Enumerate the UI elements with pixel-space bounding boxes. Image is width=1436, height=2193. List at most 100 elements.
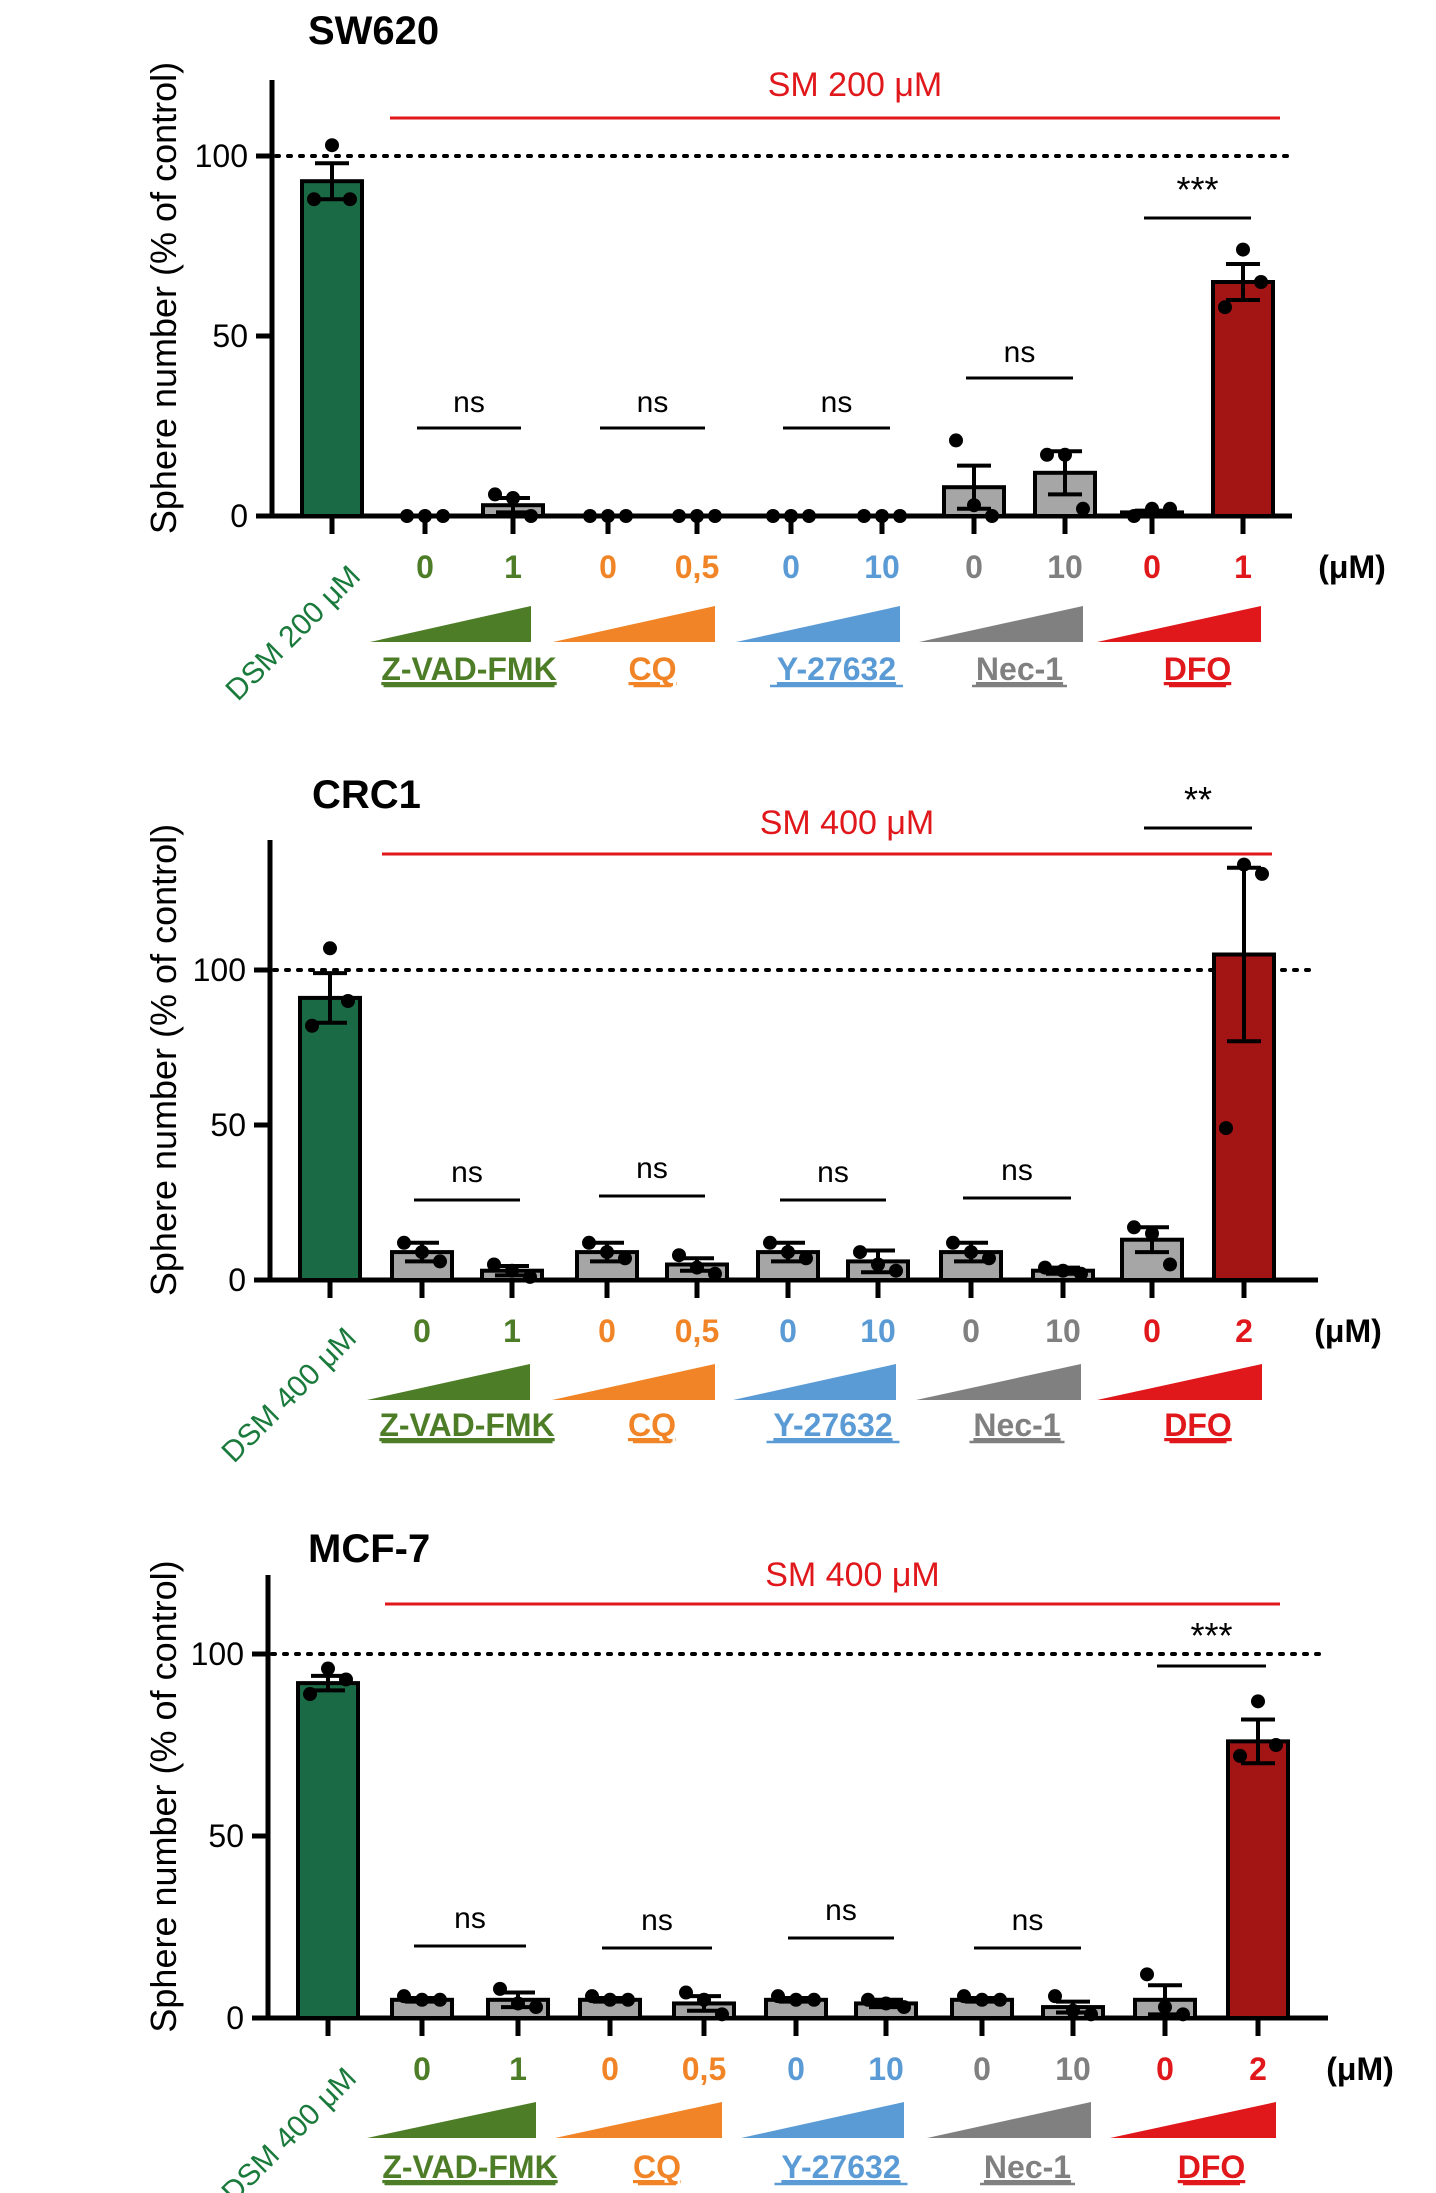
data-point — [493, 1981, 507, 1996]
data-point — [985, 509, 999, 523]
sm-label: SM 200 μM — [768, 66, 943, 104]
data-point — [433, 1992, 447, 2007]
significance-label: ns — [817, 1156, 849, 1189]
data-point — [1127, 509, 1141, 523]
data-point — [946, 1235, 960, 1250]
data-point — [529, 2000, 543, 2015]
dose-tick-label: 10 — [1055, 2051, 1091, 2087]
data-point — [949, 433, 963, 448]
group-label: Z-VAD-FMK — [381, 651, 556, 687]
dose-gradient-triangle — [553, 606, 715, 642]
y-axis-label: Sphere number (% of control) — [143, 824, 184, 1296]
y-tick-label: 0 — [228, 1262, 246, 1298]
dose-tick-label: 0,5 — [675, 549, 719, 585]
dose-tick-label: 0 — [599, 549, 617, 585]
data-point — [487, 1257, 501, 1272]
y-tick-label: 100 — [191, 1636, 244, 1672]
dose-tick-label: 10 — [860, 1313, 896, 1349]
data-point — [1058, 447, 1072, 462]
bar-1 — [300, 179, 364, 518]
y-axis-label: Sphere number (% of control) — [143, 1560, 184, 2032]
data-point — [771, 1989, 785, 2004]
group-label: DFO — [1164, 651, 1232, 687]
data-point — [524, 509, 538, 523]
data-point — [506, 491, 520, 505]
dose-gradient-triangle — [367, 2102, 536, 2138]
data-point — [1163, 501, 1177, 516]
data-point — [400, 509, 414, 523]
data-point — [697, 1992, 711, 2007]
group-label: DFO — [1178, 2149, 1246, 2185]
dose-tick-label: 10 — [868, 2051, 904, 2087]
data-point — [303, 1687, 317, 1702]
data-point — [715, 2007, 729, 2022]
data-point — [397, 1989, 411, 2004]
data-point — [1237, 857, 1251, 872]
y-tick-label: 100 — [195, 138, 248, 174]
data-point — [690, 1260, 704, 1275]
dose-gradient-triangle — [555, 2102, 722, 2138]
data-point — [1145, 501, 1159, 516]
dose-tick-label: 0 — [1143, 1313, 1161, 1349]
dose-tick-label: 0 — [601, 2051, 619, 2087]
dose-gradient-triangle — [741, 2102, 904, 2138]
dose-tick-label: 10 — [1045, 1313, 1081, 1349]
data-point — [1218, 300, 1232, 315]
data-point — [679, 1985, 693, 2000]
dose-gradient-triangle — [736, 606, 900, 642]
data-point — [1066, 2003, 1080, 2018]
significance-label: ns — [451, 1156, 483, 1189]
y-tick-label: 50 — [208, 1818, 244, 1854]
chart-title: CRC1 — [312, 773, 421, 817]
dose-tick-label: 0 — [965, 549, 983, 585]
data-point — [1254, 275, 1268, 289]
data-point — [957, 1989, 971, 2004]
dose-tick-label: 0 — [973, 2051, 991, 2087]
data-point — [1158, 2000, 1172, 2015]
data-point — [603, 1992, 617, 2007]
group-label: Y-27632 — [773, 1407, 892, 1443]
data-point — [1219, 1121, 1233, 1136]
data-point — [763, 1235, 777, 1250]
group-label: Nec-1 — [976, 651, 1063, 687]
dose-tick-label: 0 — [1143, 549, 1161, 585]
significance-label: ns — [453, 386, 485, 419]
dose-gradient-triangle — [1097, 606, 1261, 642]
y-axis-label: Sphere number (% of control) — [143, 62, 184, 534]
significance-label: ns — [1004, 336, 1036, 369]
data-point — [1145, 1226, 1159, 1241]
y-tick-label: 0 — [226, 2000, 244, 2036]
significance-label: *** — [1190, 1615, 1232, 1656]
dose-tick-label: 10 — [1047, 549, 1083, 585]
significance-label: ns — [637, 386, 669, 419]
group-label: CQ — [628, 1407, 676, 1443]
data-point — [1084, 2007, 1098, 2022]
dose-gradient-triangle — [733, 1364, 896, 1400]
dose-tick-label: 0 — [413, 2051, 431, 2087]
data-point — [1074, 1266, 1088, 1281]
significance-label: ns — [454, 1902, 486, 1935]
data-point — [341, 994, 355, 1008]
data-point — [415, 1992, 429, 2007]
data-point — [893, 509, 907, 523]
group-label: Z-VAD-FMK — [382, 2149, 557, 2185]
dose-tick-label: 0 — [779, 1313, 797, 1349]
group-label: Z-VAD-FMK — [379, 1407, 554, 1443]
group-label: Y-27632 — [777, 651, 896, 687]
group-label: CQ — [633, 2149, 681, 2185]
data-point — [488, 487, 502, 502]
data-point — [975, 1992, 989, 2007]
dose-tick-label: 1 — [1234, 549, 1252, 585]
dose-tick-label: 0 — [416, 549, 434, 585]
dose-tick-label: 1 — [509, 2051, 527, 2087]
data-point — [1269, 1738, 1283, 1752]
data-point — [879, 1996, 893, 2011]
data-point — [708, 1266, 722, 1281]
data-point — [1255, 866, 1269, 881]
data-point — [1163, 1257, 1177, 1272]
group-label: Y-27632 — [781, 2149, 900, 2185]
data-point — [967, 498, 981, 513]
